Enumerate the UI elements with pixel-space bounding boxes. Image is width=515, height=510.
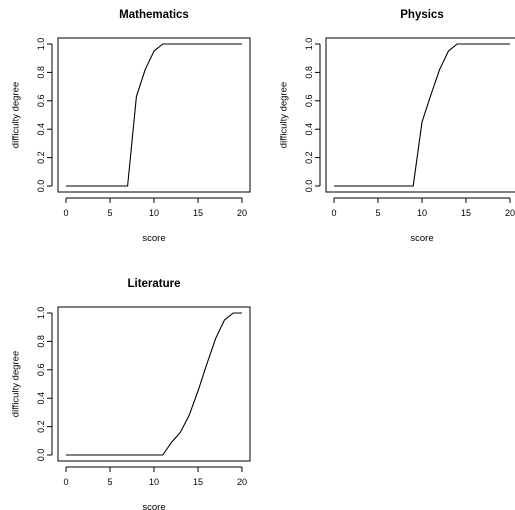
- panel-1-plot-frame: [57, 37, 251, 193]
- panel-2-y-tick-label-2: 0.4: [304, 123, 314, 136]
- panel-3-y-tick-label-4: 0.8: [36, 335, 46, 348]
- panel-1-x-axis-label: score: [142, 233, 165, 244]
- panel-3-x-tick-label-3: 15: [193, 477, 203, 487]
- panel-2-x-axis-label: score: [410, 233, 433, 244]
- panel-2-y-tick-label-5: 1.0: [304, 38, 314, 51]
- panel-1-y-tick-label-3: 0.6: [36, 95, 46, 108]
- panel-2-x-tick-label-3: 15: [461, 208, 471, 218]
- panel-2-y-tick-label-0: 0.0: [304, 180, 314, 193]
- panel-3-y-tick-label-0: 0.0: [36, 449, 46, 462]
- panel-1-y-axis-label: difficulty degree: [11, 82, 22, 148]
- panel-3-y-tick-label-1: 0.2: [36, 420, 46, 433]
- panel-1-x-tick-label-2: 10: [149, 208, 159, 218]
- panel-3-series-line: [66, 312, 242, 456]
- panel-2-x-tick-label-2: 10: [417, 208, 427, 218]
- panel-1-y-tick-label-2: 0.4: [36, 123, 46, 136]
- panel-3-x-tick-label-0: 0: [63, 477, 68, 487]
- panel-3-y-tick-label-5: 1.0: [36, 307, 46, 320]
- panel-2-y-tick-label-1: 0.2: [304, 151, 314, 164]
- panel-1-y-tick-label-5: 1.0: [36, 38, 46, 51]
- panel-1-title: Mathematics: [119, 9, 189, 21]
- panel-2-y-tick-label-3: 0.6: [304, 95, 314, 108]
- panel-1-y-tick-label-4: 0.8: [36, 66, 46, 79]
- panel-2-series-line: [334, 43, 510, 187]
- panel-3-x-axis-label: score: [142, 502, 165, 510]
- panel-3-x-tick-label-4: 20: [237, 477, 247, 487]
- panel-1-x-tick-label-1: 5: [107, 208, 112, 218]
- panel-2-title: Physics: [400, 9, 443, 21]
- panel-1-x-tick-label-3: 15: [193, 208, 203, 218]
- panel-1-x-tick-label-0: 0: [63, 208, 68, 218]
- panel-1-y-tick-label-1: 0.2: [36, 151, 46, 164]
- panel-2-y-axis-label: difficulty degree: [279, 82, 290, 148]
- panel-2-x-tick-label-4: 20: [505, 208, 515, 218]
- panel-3-x-tick-label-1: 5: [107, 477, 112, 487]
- panel-2-y-tick-label-4: 0.8: [304, 66, 314, 79]
- panel-3-plot-frame: [57, 306, 251, 462]
- panel-2-x-tick-label-1: 5: [375, 208, 380, 218]
- panel-3-x-tick-label-2: 10: [149, 477, 159, 487]
- panel-1-x-tick-label-4: 20: [237, 208, 247, 218]
- panel-2-plot-frame: [325, 37, 515, 193]
- panel-3-y-tick-label-2: 0.4: [36, 392, 46, 405]
- panel-1-series-line: [66, 43, 242, 187]
- panel-3-title: Literature: [127, 278, 180, 290]
- panel-3-y-axis-label: difficulty degree: [11, 351, 22, 417]
- panel-2-x-tick-label-0: 0: [331, 208, 336, 218]
- panel-3-y-tick-label-3: 0.6: [36, 364, 46, 377]
- panel-1-y-tick-label-0: 0.0: [36, 180, 46, 193]
